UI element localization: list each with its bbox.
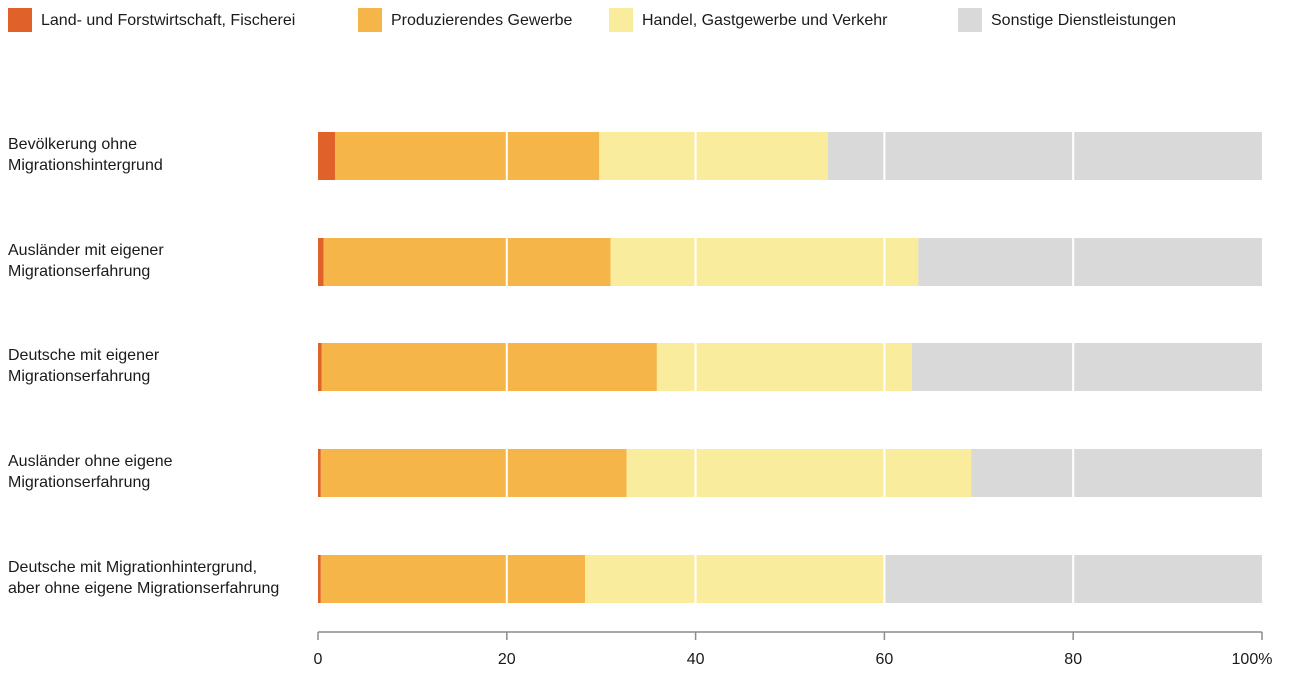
category-label-line: Migrationshintergrund <box>8 157 163 174</box>
bar-row <box>318 132 1262 180</box>
bar-segment <box>585 555 885 603</box>
bar-row <box>318 343 1262 391</box>
category-label-line: Bevölkerung ohne <box>8 136 137 153</box>
category-label-line: Migrationserfahrung <box>8 368 150 385</box>
bars <box>318 132 1262 603</box>
category-label-line: Deutsche mit Migrationhintergrund, <box>8 559 257 576</box>
bar-segment <box>656 343 912 391</box>
bar-segment <box>318 343 322 391</box>
x-tick-label: 100% <box>1232 651 1273 668</box>
x-tick-label: 20 <box>498 651 516 668</box>
category-label: Ausländer ohne eigene Migrationserfahrung <box>8 453 173 491</box>
bar-segment <box>320 449 627 497</box>
x-axis: 0 20 40 60 80 100% <box>314 631 1273 668</box>
legend-item: Handel, Gastgewerbe und Verkehr <box>609 8 888 32</box>
legend-label: Sonstige Dienstleistungen <box>991 12 1176 29</box>
bar-segment <box>318 238 324 286</box>
bar-segment <box>610 238 919 286</box>
legend-swatch <box>958 8 982 32</box>
category-label-line: Migrationserfahrung <box>8 474 150 491</box>
bar-row <box>318 449 1262 497</box>
bar-row <box>318 238 1262 286</box>
legend-swatch <box>358 8 382 32</box>
bar-segment <box>318 555 321 603</box>
bar-segment <box>918 238 1262 286</box>
category-label: Bevölkerung ohne Migrationshintergrund <box>8 136 163 174</box>
bar-segment <box>323 238 611 286</box>
x-tick-label: 60 <box>876 651 894 668</box>
bar-segment <box>599 132 828 180</box>
bar-segment <box>318 132 335 180</box>
bar-segment <box>911 343 1262 391</box>
x-tick-label: 40 <box>687 651 705 668</box>
legend-swatch <box>609 8 633 32</box>
legend-label: Land- und Forstwirtschaft, Fischerei <box>41 12 295 29</box>
legend-item: Land- und Forstwirtschaft, Fischerei <box>8 8 295 32</box>
category-label: Deutsche mit eigener Migrationserfahrung <box>8 347 160 385</box>
category-label-line: Ausländer ohne eigene <box>8 453 173 470</box>
legend-item: Produzierendes Gewerbe <box>358 8 573 32</box>
bar-segment <box>321 343 657 391</box>
category-label-line: Deutsche mit eigener <box>8 347 160 364</box>
legend-item: Sonstige Dienstleistungen <box>958 8 1176 32</box>
category-label: Deutsche mit Migrationhintergrund, aber o… <box>8 559 279 597</box>
x-tick-label: 0 <box>314 651 323 668</box>
gridlines <box>505 128 1075 607</box>
legend-label: Handel, Gastgewerbe und Verkehr <box>642 12 888 29</box>
bar-segment <box>334 132 600 180</box>
bar-segment <box>827 132 1262 180</box>
bar-segment <box>320 555 586 603</box>
bar-segment <box>318 449 321 497</box>
category-label: Ausländer mit eigener Migrationserfahrung <box>8 242 164 280</box>
legend-label: Produzierendes Gewerbe <box>391 12 573 29</box>
x-tick-label: 80 <box>1064 651 1082 668</box>
bar-segment <box>626 449 972 497</box>
bar-row <box>318 555 1262 603</box>
legend: Land- und Forstwirtschaft, Fischerei Prod… <box>8 8 1176 32</box>
category-label-line: aber ohne eigene Migrationserfahrung <box>8 580 279 597</box>
category-label-line: Ausländer mit eigener <box>8 242 164 259</box>
legend-swatch <box>8 8 32 32</box>
bar-segment <box>971 449 1262 497</box>
category-label-line: Migrationserfahrung <box>8 263 150 280</box>
